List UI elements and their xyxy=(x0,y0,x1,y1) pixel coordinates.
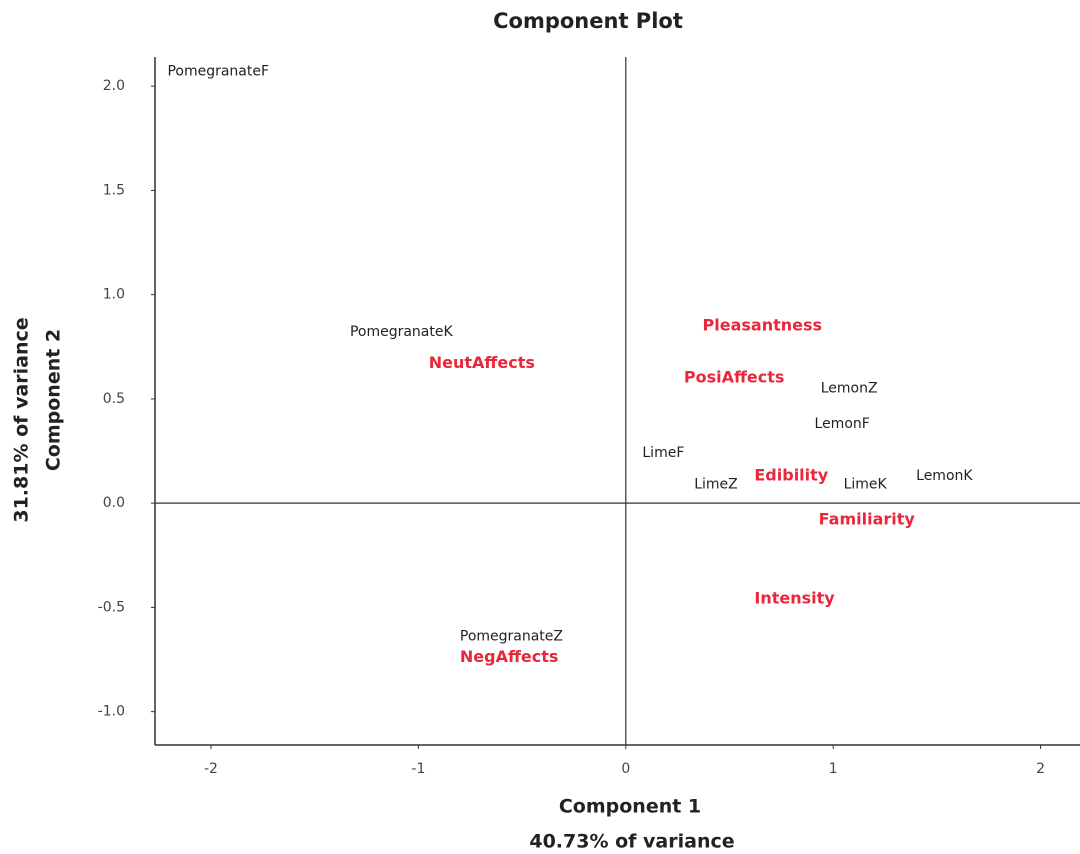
y-tick-label: -1.0 xyxy=(98,704,125,720)
point-label: Familiarity xyxy=(819,509,916,528)
point-label: PomegranateZ xyxy=(460,629,563,645)
point-label: LemonK xyxy=(916,468,973,484)
point-label: LimeZ xyxy=(694,476,738,492)
point-label: Edibility xyxy=(754,466,828,485)
point-label: NegAffects xyxy=(460,647,559,666)
point-label: LimeK xyxy=(844,476,888,492)
y-tick-label: 0.0 xyxy=(103,495,125,511)
x-tick-label: -2 xyxy=(204,761,218,777)
x-axis-subtitle: 40.73% of variance xyxy=(529,831,734,853)
y-tick-label: 1.0 xyxy=(103,287,125,303)
point-label: NeutAffects xyxy=(429,353,535,372)
x-tick-label: 0 xyxy=(621,761,630,777)
y-tick-label: 0.5 xyxy=(103,391,125,407)
point-label: LemonF xyxy=(815,416,870,432)
x-axis-title: Component 1 xyxy=(559,796,701,818)
x-tick-label: -1 xyxy=(411,761,425,777)
y-tick-label: 1.5 xyxy=(103,182,125,198)
point-label: Pleasantness xyxy=(703,315,823,334)
y-tick-label: -0.5 xyxy=(98,599,125,615)
point-label: PomegranateF xyxy=(167,64,269,80)
point-label: PomegranateK xyxy=(350,324,454,340)
y-axis-subtitle: 31.81% of variance xyxy=(11,317,33,522)
point-label: LimeF xyxy=(642,445,684,461)
y-tick-label: 2.0 xyxy=(103,78,125,94)
x-tick-label: 1 xyxy=(829,761,838,777)
x-tick-label: 2 xyxy=(1036,761,1045,777)
chart-title: Component Plot xyxy=(493,9,683,33)
point-label: LemonZ xyxy=(821,380,878,396)
y-axis-title: Component 2 xyxy=(43,329,65,471)
point-label: PosiAffects xyxy=(684,368,785,387)
point-label: Intensity xyxy=(754,589,835,608)
